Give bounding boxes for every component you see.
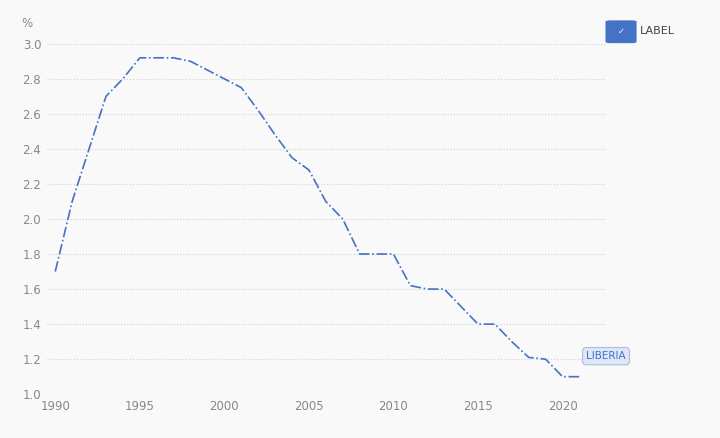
Text: LABEL: LABEL <box>639 26 675 36</box>
Text: %: % <box>22 17 33 30</box>
Text: LIBERIA: LIBERIA <box>586 351 626 361</box>
Text: ✓: ✓ <box>618 27 624 35</box>
FancyBboxPatch shape <box>606 21 636 43</box>
